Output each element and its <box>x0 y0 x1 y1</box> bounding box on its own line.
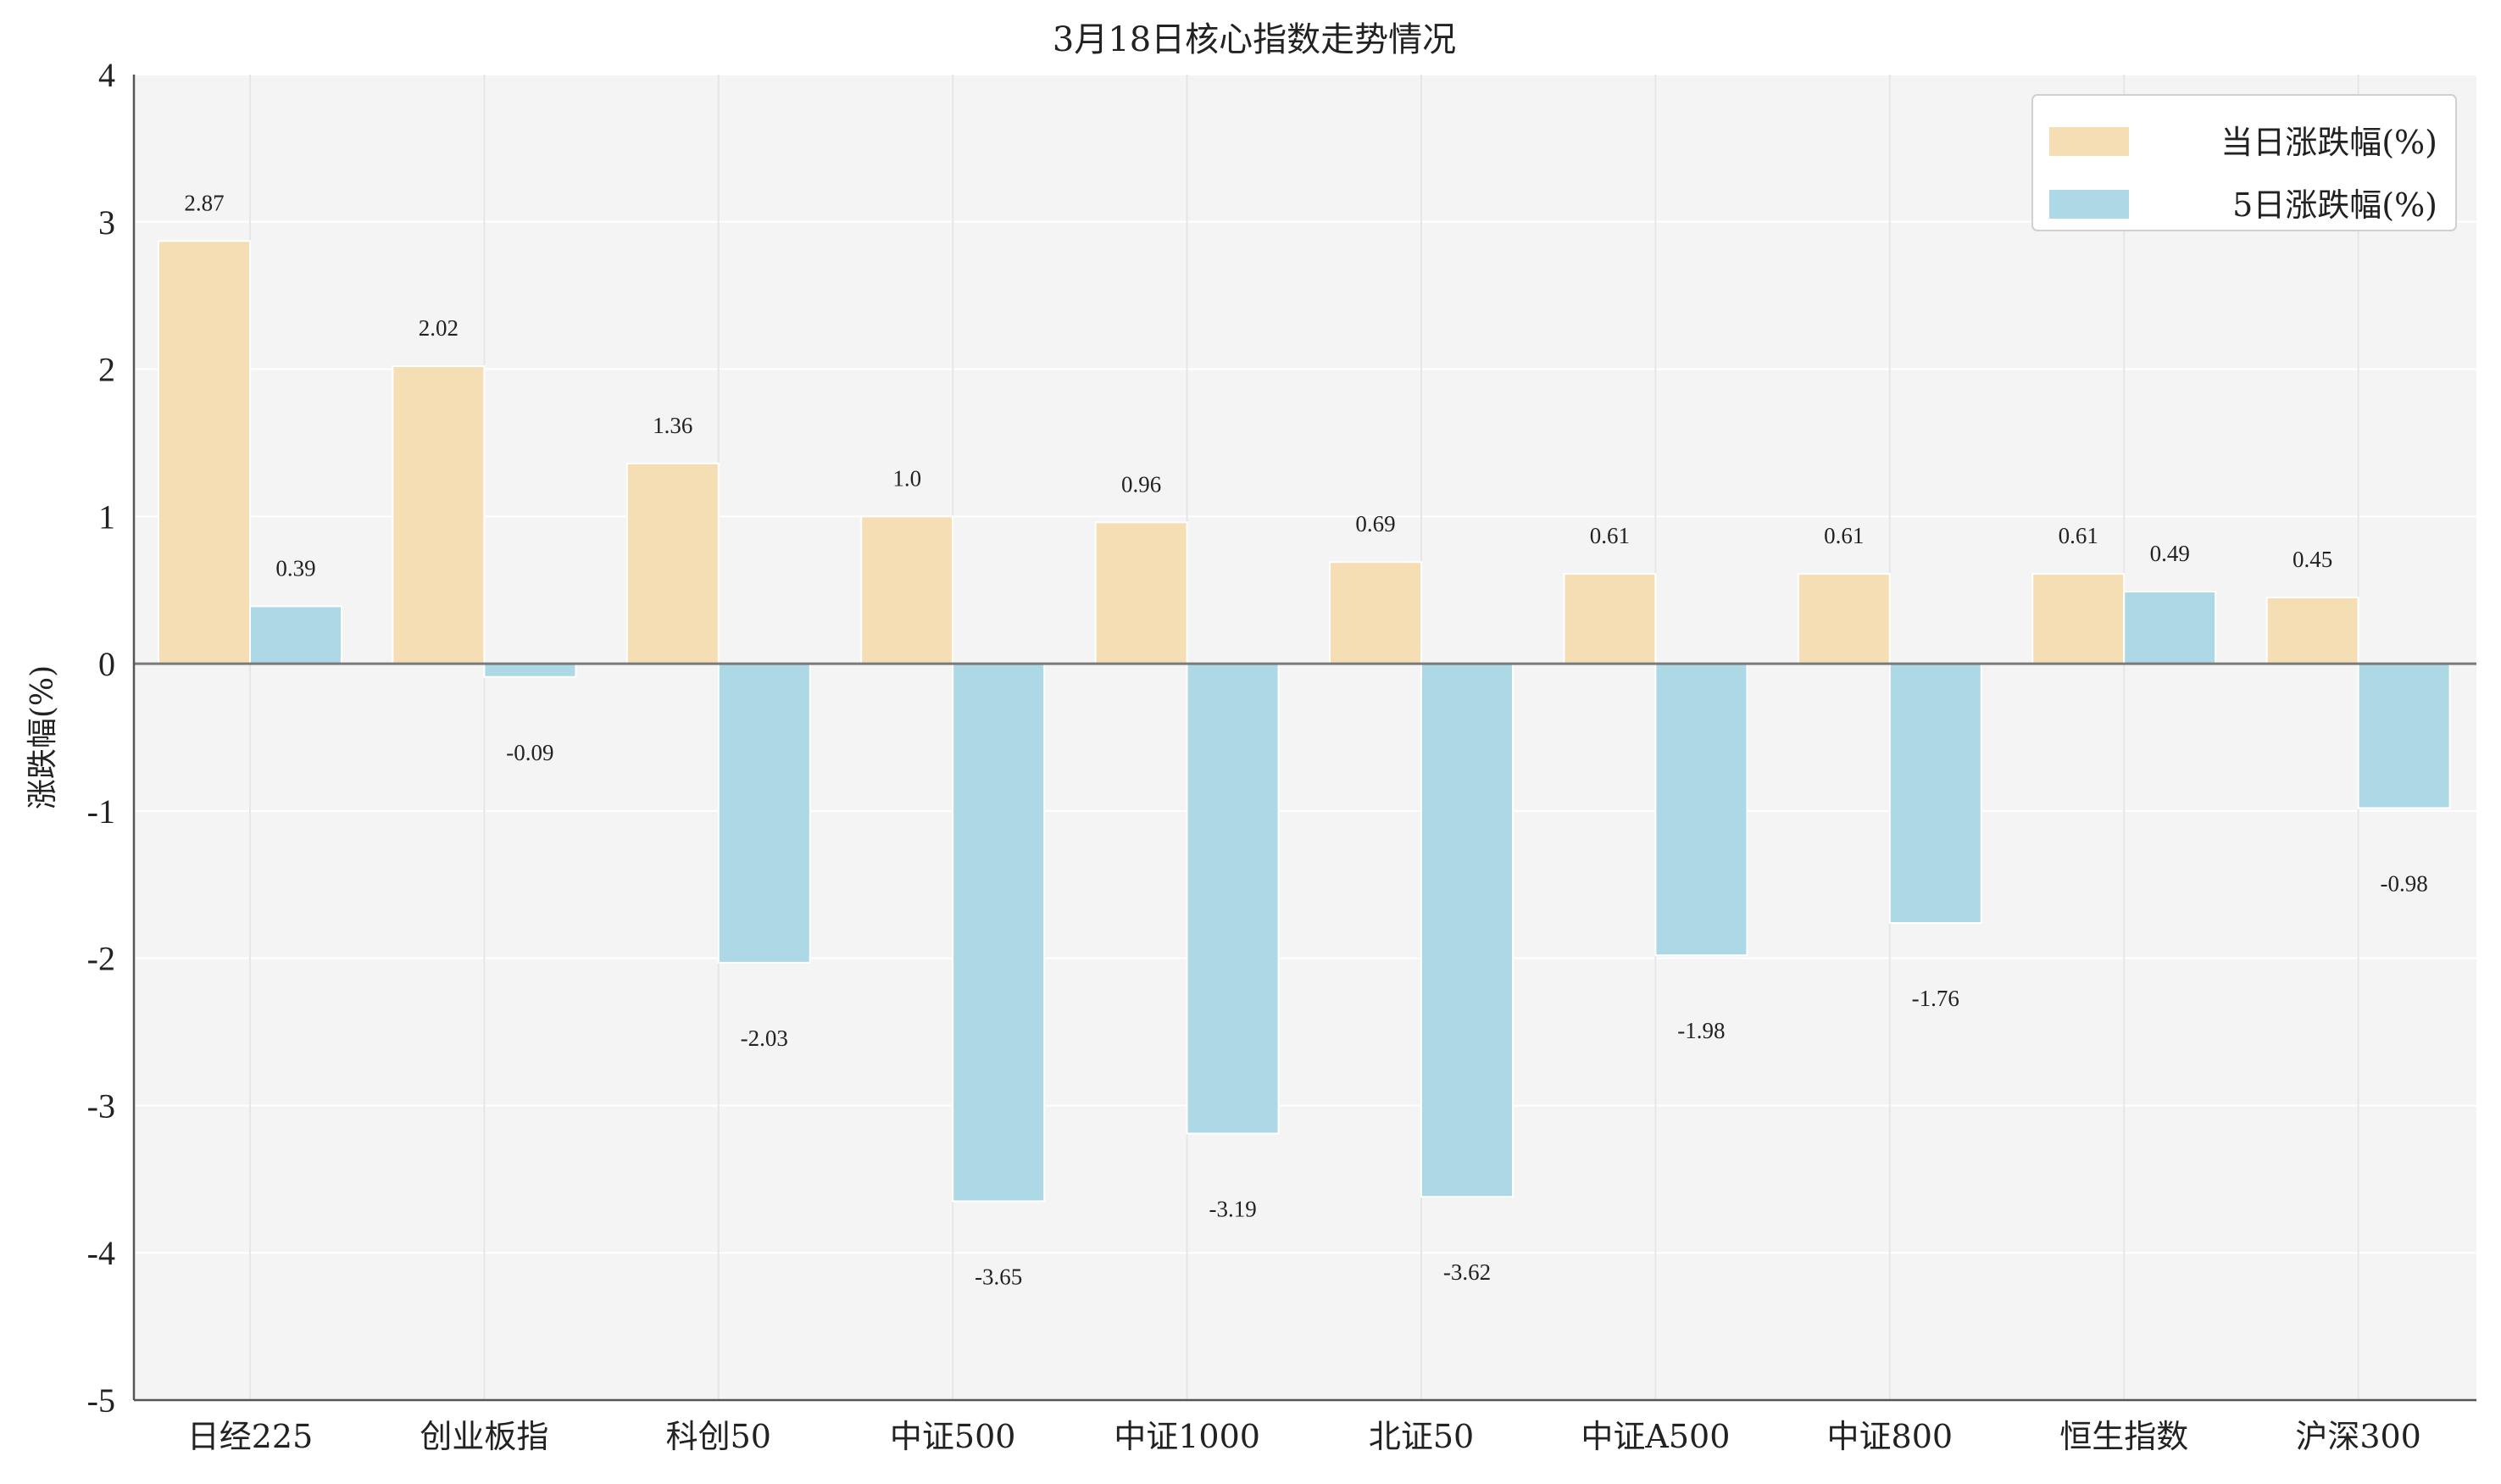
x-category-label: 沪深300 <box>2295 1418 2421 1455</box>
bar-daily <box>860 515 954 665</box>
data-label: -3.65 <box>975 1264 1022 1289</box>
y-tick-label: -3 <box>87 1087 115 1125</box>
data-label: 0.61 <box>1824 523 1864 548</box>
y-tick-label: -1 <box>87 792 115 831</box>
bar-five-day <box>483 663 577 678</box>
x-category-label: 北证50 <box>1369 1418 1474 1455</box>
bar-layer <box>158 240 2451 1203</box>
bar-daily <box>2031 573 2126 665</box>
legend-label: 当日涨跌幅(%) <box>2220 124 2437 161</box>
bar-five-day <box>1420 663 1514 1198</box>
data-label: 0.61 <box>1590 523 1630 548</box>
y-tick-label: 0 <box>98 645 115 683</box>
data-label: 0.45 <box>2293 547 2332 572</box>
axis-layer: 4 3 2 1 0 -1 -2 -3 -4 -5 日经225 创业板指 科创50 中证500 中证1000 北… <box>87 56 2476 1455</box>
bar-five-day <box>249 605 342 665</box>
bar-daily <box>1329 561 1422 665</box>
x-category-label: 中证A500 <box>1581 1418 1730 1455</box>
y-tick-label: -2 <box>87 940 115 978</box>
data-label: -0.09 <box>506 740 553 765</box>
value-label-layer: 2.87 2.02 1.36 1.0 0.96 0.69 0.61 0.61 0.61 0.45 0… <box>184 190 2427 1289</box>
bar-daily <box>625 462 720 665</box>
bar-daily <box>1797 573 1891 665</box>
legend-box <box>2031 94 2457 231</box>
data-label: 0.39 <box>275 555 315 581</box>
y-tick-label: -5 <box>87 1381 115 1420</box>
bar-daily <box>392 365 486 665</box>
x-category-label: 恒生指数 <box>2059 1418 2188 1455</box>
bar-five-day <box>952 663 1046 1203</box>
y-axis-title: 涨跌幅(%) <box>25 665 60 809</box>
plot-background <box>134 75 2476 1400</box>
data-label: 1.0 <box>892 465 921 491</box>
bar-daily <box>1563 573 1657 665</box>
legend-swatch <box>2049 127 2129 156</box>
data-label: -3.62 <box>1443 1259 1491 1285</box>
x-category-label: 科创50 <box>666 1418 771 1455</box>
data-label: 2.02 <box>419 315 459 341</box>
bar-five-day <box>1654 663 1748 957</box>
data-label: 0.61 <box>2059 523 2098 548</box>
bar-five-day <box>2357 663 2451 809</box>
data-label: 2.87 <box>184 190 224 215</box>
data-label: 0.69 <box>1355 511 1395 536</box>
x-category-label: 创业板指 <box>420 1418 548 1455</box>
legend-label: 5日涨跌幅(%) <box>2232 186 2437 224</box>
legend-swatch <box>2049 190 2129 219</box>
bar-daily <box>158 240 251 665</box>
data-label: -1.98 <box>1677 1018 1725 1043</box>
y-tick-label: -4 <box>87 1234 115 1272</box>
data-label: -3.19 <box>1209 1196 1256 1221</box>
bar-daily <box>1094 521 1188 665</box>
bar-five-day <box>717 663 811 964</box>
data-label: -2.03 <box>741 1025 788 1051</box>
data-label: -1.76 <box>1912 986 1959 1011</box>
x-category-label: 中证1000 <box>1114 1418 1260 1455</box>
x-category-label: 中证500 <box>890 1418 1016 1455</box>
bar-five-day <box>1186 663 1280 1135</box>
bar-daily <box>2265 596 2359 665</box>
legend: 当日涨跌幅(%) 5日涨跌幅(%) <box>2031 94 2457 231</box>
data-label: 0.49 <box>2150 541 2190 566</box>
data-label: 1.36 <box>653 413 692 438</box>
x-category-label: 中证800 <box>1827 1418 1954 1455</box>
y-tick-label: 3 <box>98 203 115 242</box>
bar-five-day <box>2123 590 2217 665</box>
bar-five-day <box>1888 663 1982 924</box>
data-label: -0.98 <box>2380 870 2427 896</box>
y-tick-label: 1 <box>98 497 115 536</box>
data-label: 0.96 <box>1121 471 1161 497</box>
chart-title: 3月18日核心指数走势情况 <box>1053 20 1456 59</box>
x-category-label: 日经225 <box>187 1418 314 1455</box>
y-tick-label: 2 <box>98 351 115 389</box>
y-tick-label: 4 <box>98 56 115 94</box>
